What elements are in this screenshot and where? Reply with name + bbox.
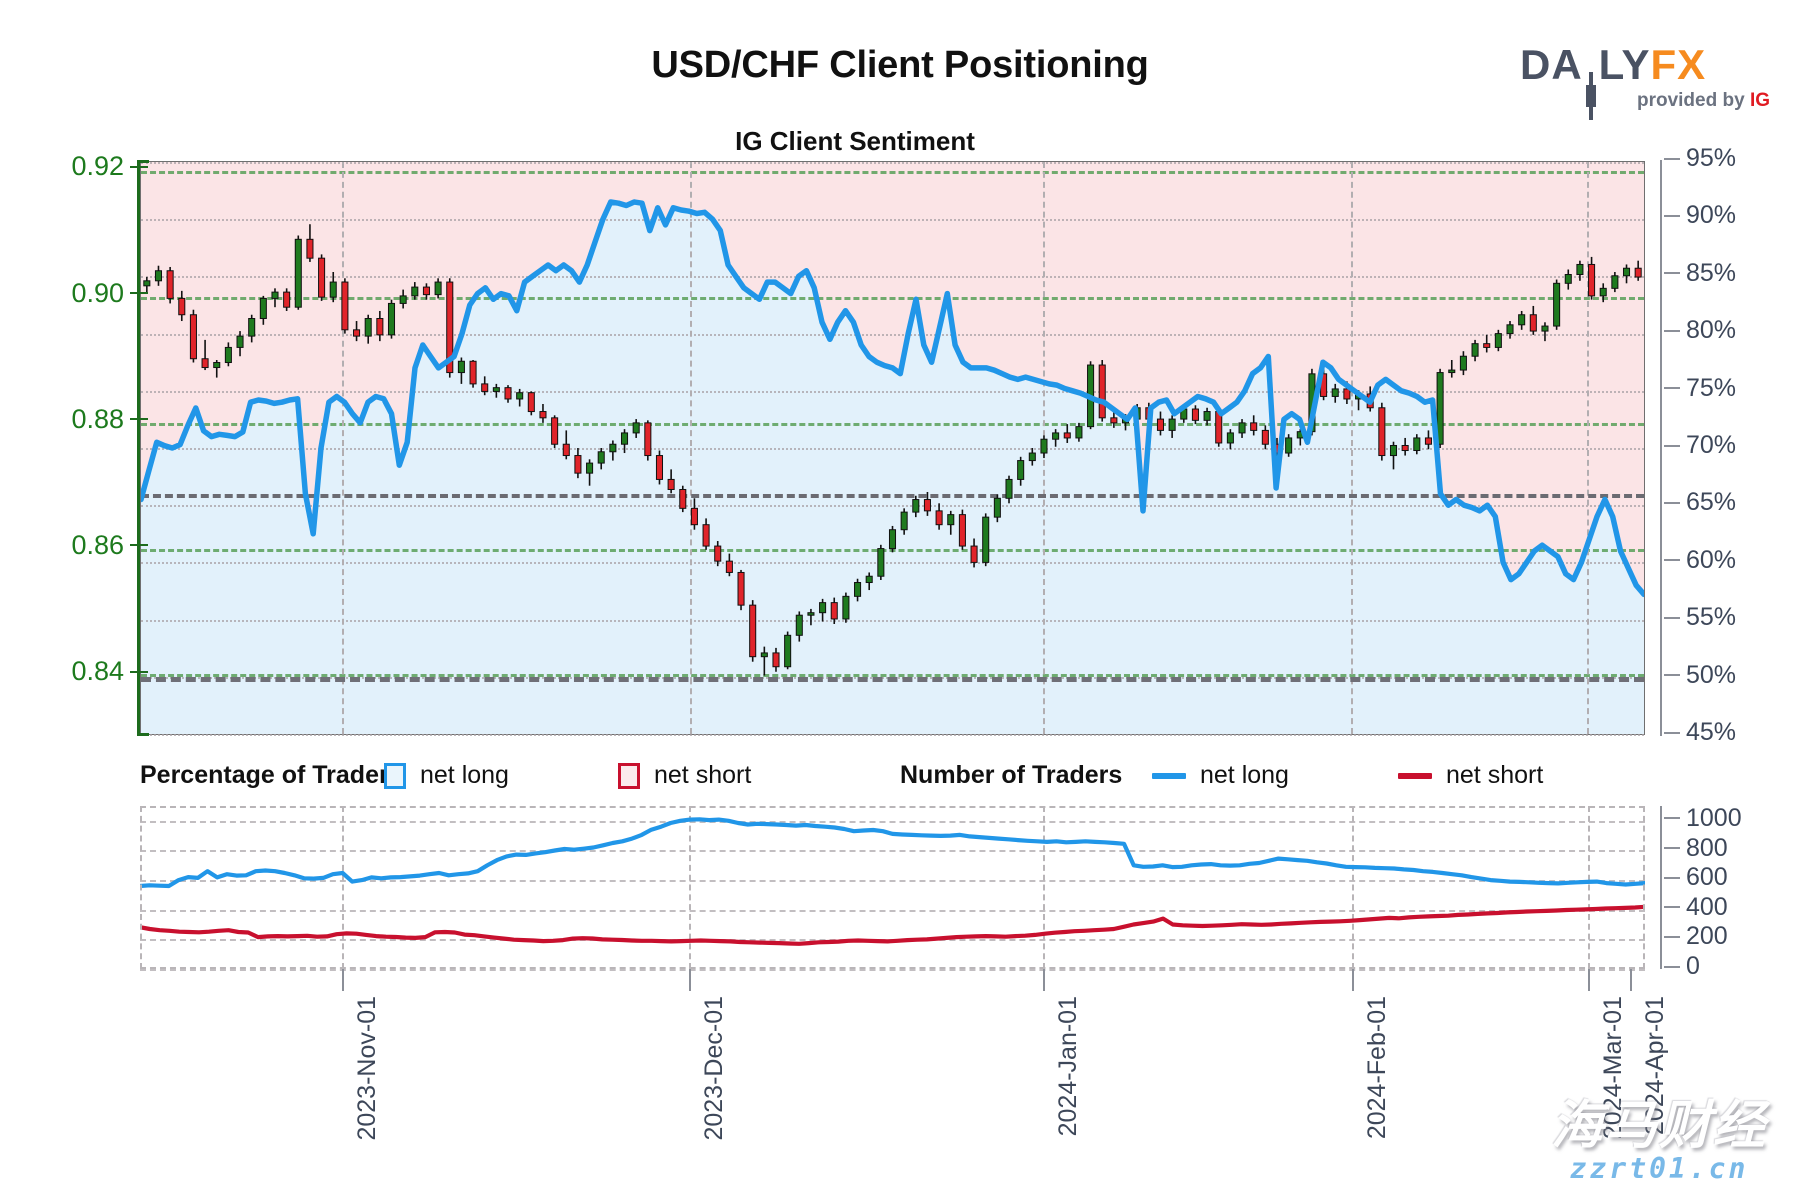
date-gridline [689,162,692,734]
price-tick-label: 0.88 [71,404,148,435]
traders-axis-line [1660,806,1662,969]
percent-tick-label: 45% [1664,718,1736,747]
logo-fx-text: FX [1650,41,1707,88]
net-long-box-swatch [384,762,406,789]
traders-gridline [140,880,1645,883]
price-gridline [141,171,1644,175]
net-long-line [141,199,1644,598]
chart-subtitle: IG Client Sentiment [735,126,975,156]
traders-tick-label: 0 [1664,952,1700,981]
bottom-date-gridline [1043,806,1045,969]
price-gridline [141,422,1644,426]
price-tick-label: 0.92 [71,151,148,182]
net-long-line-swatch [1152,772,1186,779]
percent-gridline [141,734,1644,736]
percent-tick-label: 50% [1664,661,1736,690]
x-axis-tick [1587,969,1590,991]
price-gridline [141,297,1644,301]
price-tick-label: 0.90 [71,278,148,309]
traders-gridline [140,969,1645,971]
traders-gridline [140,909,1645,912]
x-axis-tick [1630,969,1632,991]
percent-tick-label: 95% [1664,144,1736,173]
provided-by-text: provided by [1636,90,1745,111]
percent-tick-label: 75% [1664,374,1736,403]
traders-tick-label: 600 [1664,863,1728,892]
legend-number-title: Number of Traders [900,761,1123,789]
percent-tick-label: 90% [1664,201,1736,230]
x-axis-tick [1351,969,1354,991]
reference-line-fifty-percent [141,676,1644,682]
trader-count-series [140,817,1645,946]
date-gridline [1350,162,1353,734]
x-axis-label: 2024-Feb-01 [1362,996,1391,1140]
price-sentiment-plot [140,161,1645,736]
traders-tick-label: 800 [1664,834,1728,863]
percent-gridline [141,390,1644,393]
percent-gridline [141,219,1644,222]
price-axis-line [137,160,140,736]
price-tick-label: 0.86 [71,530,148,561]
net-short-box-swatch [618,762,640,789]
legend-num-net-short[interactable]: net short [1398,761,1543,790]
watermark-cn-text: 海马财经 [1550,1096,1767,1156]
date-gridline [342,162,345,734]
x-axis-tick [341,969,344,991]
percent-tick-label: 55% [1664,603,1736,632]
traders-count-plot [140,806,1645,971]
price-axis-cap-bottom [137,733,149,736]
percent-gridline [141,162,1644,164]
page-title: USD/CHF Client Positioning [651,44,1149,86]
bottom-date-gridline [689,806,692,969]
logo-wordmark: DA LYFX [1520,41,1770,120]
percent-gridline [141,505,1644,508]
logo-ly-text: LY [1598,41,1651,88]
reference-line-average-net-long [141,493,1644,498]
x-axis-label: 2024-Jan-01 [1054,996,1082,1137]
x-axis-tick [689,969,692,991]
percent-tick-label: 85% [1664,259,1736,288]
percent-tick-label: 60% [1664,546,1736,575]
site-watermark: 海马财经 zzrt01.cn [1528,1098,1790,1192]
bottom-date-gridline [341,806,344,969]
traders-gridline [140,850,1645,853]
dailyfx-logo: DA LYFX provided by IG [1520,42,1770,122]
legend-percentage-title: Percentage of Traders [140,761,403,789]
bottom-date-gridline [1587,806,1590,969]
percent-gridline [141,619,1644,622]
legend-pct-net-short[interactable]: net short [618,761,751,790]
price-gridline [141,674,1644,678]
bottom-date-gridline [1351,806,1354,969]
x-axis-label: 2023-Dec-01 [700,996,729,1141]
percent-gridline [141,333,1644,336]
traders-tick-label: 400 [1664,893,1728,922]
date-gridline [1586,162,1589,734]
percent-gridline [141,448,1644,450]
percent-gridline [141,276,1644,279]
logo-provided-by: provided by IG [1520,90,1770,112]
percent-gridline [141,562,1644,565]
traders-gridline [140,820,1645,823]
traders-tick-label: 200 [1664,922,1728,951]
chart-legend: Percentage of Traders net long net short… [140,755,1650,799]
price-tick-label: 0.84 [71,656,148,687]
percent-tick-label: 65% [1664,488,1736,517]
watermark-url-text: zzrt01.cn [1569,1152,1749,1185]
percent-tick-label: 80% [1664,316,1736,345]
percent-tick-label: 70% [1664,431,1736,460]
legend-num-net-long[interactable]: net long [1152,761,1289,790]
legend-pct-net-long[interactable]: net long [384,761,509,790]
ig-text: IG [1749,90,1770,111]
x-axis-label: 2023-Nov-01 [352,996,381,1141]
percent-axis-line [1660,160,1662,736]
x-axis-tick [1043,969,1045,991]
price-axis-cap-top [137,160,149,163]
logo-daily-text: DA [1520,41,1583,88]
traders-tick-label: 1000 [1664,804,1742,833]
net-short-line-swatch [1398,772,1432,779]
